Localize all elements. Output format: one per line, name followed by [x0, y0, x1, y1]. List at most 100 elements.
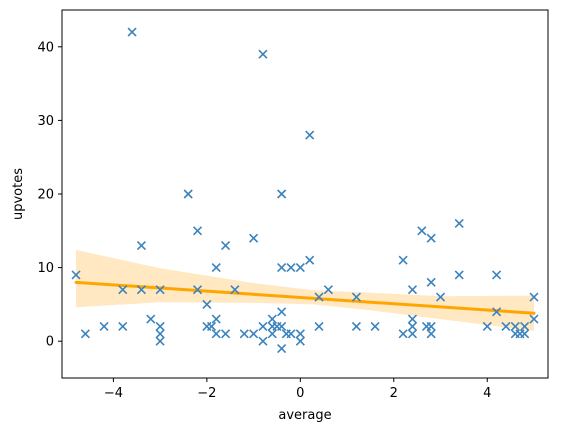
data-point-stroke: [211, 263, 221, 273]
data-point: [127, 27, 137, 37]
data-point: [220, 240, 231, 251]
data-point-stroke: [407, 314, 418, 324]
data-point: [417, 226, 427, 236]
data-point: [426, 329, 436, 339]
data-point-stroke: [501, 321, 511, 332]
data-point-stroke: [146, 314, 156, 324]
data-point: [192, 285, 203, 295]
data-point-stroke: [155, 321, 165, 332]
data-point: [295, 329, 305, 339]
data-point-stroke: [192, 285, 203, 295]
data-point-stroke: [351, 292, 361, 302]
data-point: [220, 329, 231, 339]
data-point: [305, 255, 315, 265]
data-point-stroke: [529, 314, 539, 324]
data-point: [277, 321, 287, 332]
data-point-stroke: [277, 189, 287, 199]
x-tick-label: 0: [296, 386, 304, 401]
data-point-stroke: [155, 285, 165, 295]
data-point: [305, 130, 315, 140]
data-point-stroke: [239, 329, 249, 339]
data-point: [192, 226, 203, 236]
data-point-stroke: [295, 336, 305, 346]
data-point: [202, 299, 212, 309]
data-point: [314, 292, 324, 302]
regression-line: [74, 280, 536, 315]
data-point-stroke: [426, 233, 436, 243]
data-point: [146, 314, 156, 324]
data-point-stroke: [80, 329, 90, 339]
data-point: [136, 285, 147, 295]
data-point: [211, 263, 221, 273]
data-point-stroke: [220, 329, 231, 339]
data-point: [230, 285, 240, 295]
data-point: [295, 263, 305, 273]
data-point-stroke: [482, 321, 492, 332]
data-point: [249, 233, 259, 243]
data-point-stroke: [510, 321, 520, 332]
data-point-stroke: [314, 292, 324, 302]
data-point: [249, 329, 259, 339]
data-point-stroke: [305, 255, 315, 265]
data-point-stroke: [417, 226, 427, 236]
data-point-stroke: [155, 329, 165, 339]
data-point-stroke: [398, 255, 408, 265]
regression-line-layer: [74, 280, 536, 315]
x-tick-label: −4: [104, 386, 123, 401]
data-point: [454, 270, 464, 280]
data-point-stroke: [407, 285, 418, 295]
data-point-stroke: [492, 307, 502, 317]
data-point-stroke: [99, 321, 109, 332]
data-point-stroke: [520, 321, 530, 332]
data-point: [529, 292, 539, 302]
data-point-stroke: [295, 263, 305, 273]
data-point-stroke: [277, 343, 287, 354]
data-point: [258, 49, 268, 59]
data-point-stroke: [520, 329, 530, 339]
data-point: [99, 321, 109, 332]
data-point: [398, 255, 408, 265]
data-point-stroke: [71, 270, 81, 280]
data-point: [206, 321, 217, 332]
data-point-stroke: [202, 299, 212, 309]
data-point-stroke: [407, 321, 418, 332]
data-point: [435, 292, 446, 302]
data-point: [407, 329, 418, 339]
data-point: [398, 329, 408, 339]
data-point: [267, 329, 277, 339]
data-points-layer: [71, 27, 539, 354]
y-tick-label: 40: [37, 40, 54, 55]
data-point: [211, 314, 221, 324]
y-axis-label: upvotes: [11, 168, 26, 220]
x-axis-label: average: [278, 408, 331, 423]
data-point-stroke: [407, 329, 418, 339]
data-point: [529, 314, 539, 324]
data-point: [277, 263, 287, 273]
data-point: [520, 321, 530, 332]
data-point-stroke: [286, 329, 296, 339]
data-point: [314, 321, 324, 332]
data-point: [267, 314, 277, 324]
data-point-stroke: [249, 329, 259, 339]
data-point: [501, 321, 511, 332]
data-point: [118, 285, 128, 295]
data-point: [492, 307, 502, 317]
confidence-band: [76, 249, 534, 331]
data-point-stroke: [398, 329, 408, 339]
data-point: [277, 343, 287, 354]
data-point: [155, 336, 165, 346]
data-point-stroke: [118, 321, 128, 332]
x-tick-label: 4: [483, 386, 491, 401]
data-point: [155, 321, 165, 332]
data-point-stroke: [258, 321, 268, 332]
data-point: [136, 240, 147, 251]
data-point-stroke: [323, 285, 333, 295]
data-point-stroke: [211, 329, 221, 339]
data-point-stroke: [351, 321, 361, 332]
data-point-stroke: [267, 329, 277, 339]
data-point: [295, 336, 305, 346]
data-point: [426, 277, 436, 287]
data-point: [351, 292, 361, 302]
data-point-stroke: [277, 307, 287, 317]
